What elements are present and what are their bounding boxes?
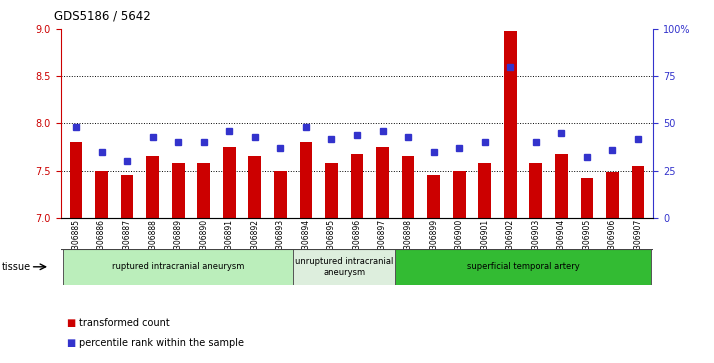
Text: transformed count: transformed count bbox=[79, 318, 169, 328]
Text: ■: ■ bbox=[66, 318, 76, 328]
Bar bbox=[529, 163, 542, 218]
Bar bbox=[70, 142, 82, 218]
Text: ■: ■ bbox=[66, 338, 76, 348]
Bar bbox=[325, 163, 338, 218]
Text: GDS5186 / 5642: GDS5186 / 5642 bbox=[54, 9, 151, 22]
Bar bbox=[580, 178, 593, 218]
Bar bbox=[402, 156, 414, 218]
Bar bbox=[555, 154, 568, 218]
Bar bbox=[632, 166, 644, 218]
Bar bbox=[248, 156, 261, 218]
Bar bbox=[300, 142, 312, 218]
Bar bbox=[223, 147, 236, 218]
Bar bbox=[351, 154, 363, 218]
Text: percentile rank within the sample: percentile rank within the sample bbox=[79, 338, 243, 348]
Text: superficial temporal artery: superficial temporal artery bbox=[467, 262, 579, 271]
Bar bbox=[95, 171, 108, 218]
Bar bbox=[172, 163, 185, 218]
Bar bbox=[427, 175, 440, 218]
Text: unruptured intracranial
aneurysm: unruptured intracranial aneurysm bbox=[295, 257, 393, 277]
Bar bbox=[293, 249, 396, 285]
Bar bbox=[478, 163, 491, 218]
Bar bbox=[121, 175, 134, 218]
Bar bbox=[396, 249, 650, 285]
Bar bbox=[274, 171, 287, 218]
Bar bbox=[376, 147, 389, 218]
Bar bbox=[64, 249, 293, 285]
Text: tissue: tissue bbox=[2, 262, 31, 272]
Bar bbox=[504, 31, 517, 218]
Bar bbox=[146, 156, 159, 218]
Bar bbox=[606, 172, 619, 218]
Bar bbox=[453, 171, 466, 218]
Text: ruptured intracranial aneurysm: ruptured intracranial aneurysm bbox=[112, 262, 244, 271]
Bar bbox=[197, 163, 210, 218]
